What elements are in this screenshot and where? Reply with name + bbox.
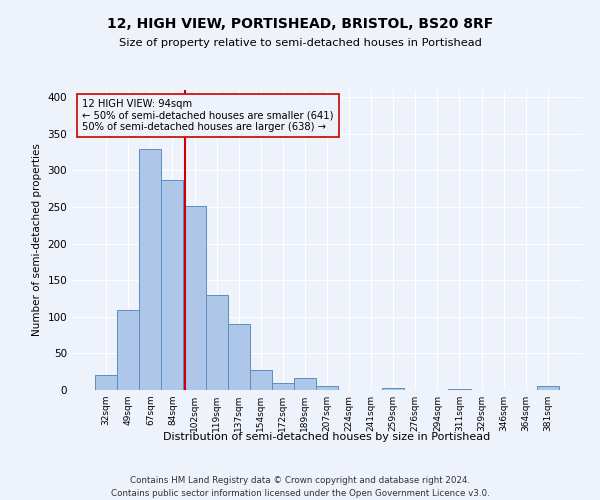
Text: Distribution of semi-detached houses by size in Portishead: Distribution of semi-detached houses by … xyxy=(163,432,491,442)
Bar xyxy=(382,388,404,390)
Bar xyxy=(250,370,272,390)
Bar xyxy=(139,148,161,390)
Text: 12 HIGH VIEW: 94sqm
← 50% of semi-detached houses are smaller (641)
50% of semi-: 12 HIGH VIEW: 94sqm ← 50% of semi-detach… xyxy=(82,99,334,132)
Bar xyxy=(316,386,338,390)
Bar xyxy=(294,378,316,390)
Text: 12, HIGH VIEW, PORTISHEAD, BRISTOL, BS20 8RF: 12, HIGH VIEW, PORTISHEAD, BRISTOL, BS20… xyxy=(107,18,493,32)
Bar xyxy=(117,310,139,390)
Y-axis label: Number of semi-detached properties: Number of semi-detached properties xyxy=(32,144,42,336)
Bar xyxy=(206,295,227,390)
Bar xyxy=(161,180,184,390)
Bar xyxy=(448,388,470,390)
Text: Contains public sector information licensed under the Open Government Licence v3: Contains public sector information licen… xyxy=(110,489,490,498)
Bar xyxy=(227,324,250,390)
Bar xyxy=(95,376,117,390)
Text: Contains HM Land Registry data © Crown copyright and database right 2024.: Contains HM Land Registry data © Crown c… xyxy=(130,476,470,485)
Bar xyxy=(184,206,206,390)
Bar xyxy=(272,382,294,390)
Text: Size of property relative to semi-detached houses in Portishead: Size of property relative to semi-detach… xyxy=(119,38,481,48)
Bar xyxy=(537,386,559,390)
